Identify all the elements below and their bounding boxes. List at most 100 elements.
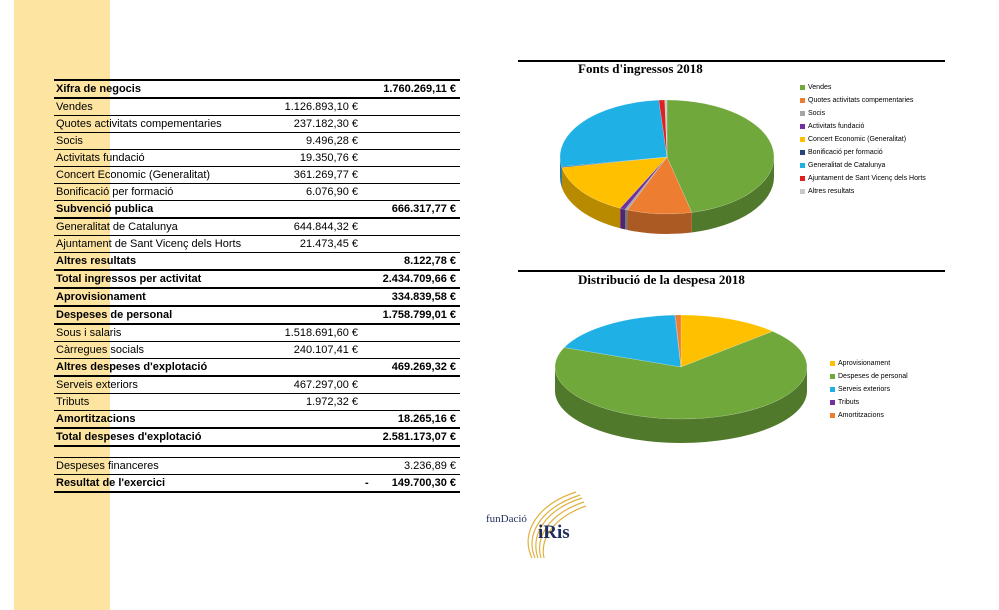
legend-item: Quotes activitats compementaries	[800, 96, 930, 105]
row-subvalue: 240.107,41 €	[293, 344, 358, 356]
legend-label: Activitats fundació	[808, 123, 865, 130]
row-label: Amortitzacions	[56, 413, 136, 425]
row-subvalue: 361.269,77 €	[293, 169, 358, 181]
row-label: Subvenció publica	[56, 203, 154, 215]
legend-swatch	[830, 387, 835, 392]
legend-swatch	[800, 124, 805, 129]
row-label: Generalitat de Catalunya	[56, 221, 178, 233]
table-row: Amortitzacions 18.265,16 €	[54, 411, 460, 429]
legend-item: Ajuntament de Sant Vicenç dels Horts	[800, 174, 930, 183]
legend-label: Despeses de personal	[838, 373, 908, 380]
legend-item: Concert Economic (Generalitat)	[800, 135, 930, 144]
row-label: Càrregues socials	[56, 344, 145, 356]
legend-swatch	[800, 176, 805, 181]
logo-text-iris: iRis	[538, 522, 570, 543]
table-row: Subvenció publica 666.317,77 €	[54, 201, 460, 219]
legend-item: Serveis exteriors	[830, 385, 940, 394]
table-row: Socis 9.496,28 €	[54, 133, 460, 150]
row-label: Activitats fundació	[56, 152, 145, 164]
logo-text-fundacio: funDació	[486, 513, 527, 525]
legend-swatch	[800, 150, 805, 155]
legend-item: Amortitzacions	[830, 411, 940, 420]
row-label: Ajuntament de Sant Vicenç dels Horts	[56, 238, 242, 250]
legend-swatch	[800, 189, 805, 194]
pie-slice	[563, 314, 682, 368]
pie-slice	[554, 331, 808, 420]
legend-swatch	[800, 163, 805, 168]
row-label: Tributs	[56, 396, 90, 408]
table-row: Activitats fundació 19.350,76 €	[54, 150, 460, 167]
row-subvalue: 237.182,30 €	[293, 118, 358, 130]
legend-swatch	[830, 400, 835, 405]
table-row: Bonificació per formació 6.076,90 €	[54, 184, 460, 201]
legend-swatch	[800, 111, 805, 116]
table-row: Despeses financeres 3.236,89 €	[54, 457, 460, 475]
pie-slice-side	[625, 209, 628, 230]
row-label: Despeses financeres	[56, 460, 159, 472]
table-row: Càrregues socials 240.107,41 €	[54, 342, 460, 359]
pie-slice	[674, 314, 682, 368]
table-row: Resultat de l'exercici - 149.700,30 €	[54, 475, 460, 493]
legend-item: Vendes	[800, 83, 930, 92]
legend-swatch	[830, 413, 835, 418]
legend-item: Socis	[800, 109, 930, 118]
table-row: Altres despeses d'explotació 469.269,32 €	[54, 359, 460, 377]
row-total-value: 3.236,89 €	[404, 460, 456, 472]
row-subvalue: 644.844,32 €	[293, 221, 358, 233]
pie-slice	[559, 99, 668, 167]
chart1-top-rule	[518, 60, 945, 62]
pie-slice	[624, 156, 668, 211]
row-label: Bonificació per formació	[56, 186, 174, 198]
row-subvalue: 467.297,00 €	[293, 379, 358, 391]
row-label: Xifra de negocis	[56, 83, 141, 95]
legend-label: Amortitzacions	[838, 412, 884, 419]
legend-item: Tributs	[830, 398, 940, 407]
row-label: Despeses de personal	[56, 309, 173, 321]
legend-label: Vendes	[808, 84, 832, 91]
row-sign: -	[365, 477, 369, 489]
chart2-title: Distribució de la despesa 2018	[578, 272, 745, 287]
table-row: Aprovisionament 334.839,58 €	[54, 287, 460, 307]
result-table: Despeses financeres 3.236,89 € Resultat de…	[54, 457, 460, 493]
pie-slice-side	[691, 157, 774, 233]
income-table: Xifra de negocis 1.760.269,11 € Vendes 1.12…	[54, 79, 460, 289]
legend-swatch	[800, 137, 805, 142]
pie-slice-side	[555, 367, 807, 443]
table-row: Generalitat de Catalunya 644.844,32 €	[54, 219, 460, 236]
pie-slice	[680, 314, 774, 368]
table-row: Despeses de personal 1.758.799,01 €	[54, 307, 460, 325]
pie-slice	[561, 156, 668, 209]
legend-label: Tributs	[838, 399, 860, 406]
table-row: Serveis exteriors 467.297,00 €	[54, 377, 460, 394]
legend-label: Altres resultats	[808, 188, 855, 195]
legend-label: Aprovisionament	[838, 360, 891, 367]
legend-label: Bonificació per formació	[808, 149, 883, 156]
row-total-value: 334.839,58 €	[391, 291, 456, 303]
row-subvalue: 1.972,32 €	[306, 396, 358, 408]
legend-item: Aprovisionament	[830, 359, 940, 368]
legend-swatch	[800, 85, 805, 90]
table-row: Total despeses d'explotació 2.581.173,07 …	[54, 429, 460, 447]
row-label: Total ingressos per activitat	[56, 273, 202, 285]
row-total-value: 2.434.709,66 €	[382, 273, 456, 285]
table-row: Tributs 1.972,32 €	[54, 394, 460, 411]
row-label: Altres despeses d'explotació	[56, 361, 208, 373]
table-row: Quotes activitats compementaries 237.182,…	[54, 116, 460, 133]
row-label: Socis	[56, 135, 83, 147]
row-total-value: 2.581.173,07 €	[382, 431, 456, 443]
row-total-value: 8.122,78 €	[404, 255, 456, 267]
pie-slice	[664, 99, 668, 158]
row-subvalue: 21.473,45 €	[299, 238, 358, 250]
legend-item: Activitats fundació	[800, 122, 930, 131]
chart1-legend: Vendes Quotes activitats compementaries So…	[800, 83, 930, 200]
pie-slice	[619, 156, 668, 210]
legend-label: Socis	[808, 110, 826, 117]
row-label: Resultat de l'exercici	[56, 477, 166, 489]
chart2-top-rule	[518, 270, 945, 272]
pie-slice	[658, 99, 668, 158]
row-label: Concert Economic (Generalitat)	[56, 169, 211, 181]
legend-label: Concert Economic (Generalitat)	[808, 136, 907, 143]
legend-label: Quotes activitats compementaries	[808, 97, 914, 104]
row-label: Altres resultats	[56, 255, 137, 267]
row-total-value: 469.269,32 €	[391, 361, 456, 373]
